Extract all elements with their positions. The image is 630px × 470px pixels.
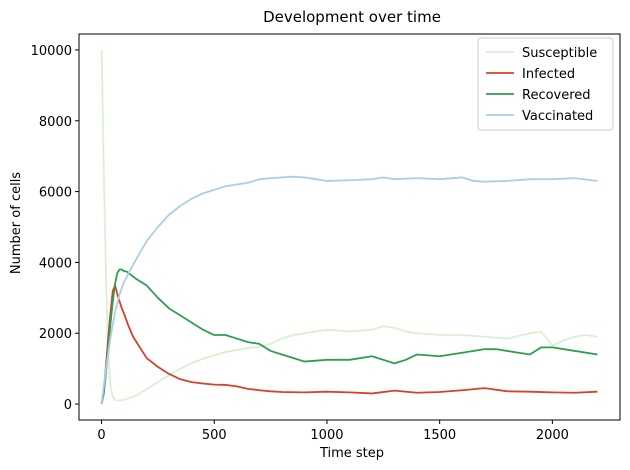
y-tick-label: 10000	[31, 44, 72, 59]
x-axis-label: Time step	[319, 446, 384, 461]
axes: 0 500 1000 1500 2000 0 2000 4000 6000 8000 10000	[31, 33, 621, 443]
plot-area	[100, 49, 598, 405]
y-tick-label: 6000	[39, 186, 72, 201]
series-line-recovered	[100, 268, 598, 405]
series-line-vaccinated	[100, 175, 598, 405]
y-tick-label: 0	[64, 398, 72, 413]
legend-label-susceptible: Susceptible	[522, 46, 597, 61]
x-tick-label: 1500	[423, 428, 456, 443]
legend-label-recovered: Recovered	[522, 88, 591, 103]
y-tick-label: 4000	[39, 256, 72, 271]
axes-frame	[78, 33, 621, 421]
y-axis-label: Number of cells	[9, 172, 24, 274]
series-lines	[100, 49, 598, 405]
legend-box	[477, 37, 614, 131]
chart-title: Development over time	[263, 8, 441, 26]
series-line-susceptible	[100, 49, 598, 402]
legend-label-infected: Infected	[522, 67, 575, 82]
legend-label-vaccinated: Vaccinated	[522, 109, 593, 124]
legend: Susceptible Infected Recovered Vaccinated	[477, 37, 614, 131]
x-tick-label: 0	[97, 428, 105, 443]
x-tick-label: 1000	[310, 428, 343, 443]
y-tick-label: 8000	[39, 115, 72, 130]
series-line-infected	[100, 284, 598, 405]
x-tick-label: 2000	[536, 428, 569, 443]
y-tick-label: 2000	[39, 327, 72, 342]
x-tick-label: 500	[202, 428, 227, 443]
